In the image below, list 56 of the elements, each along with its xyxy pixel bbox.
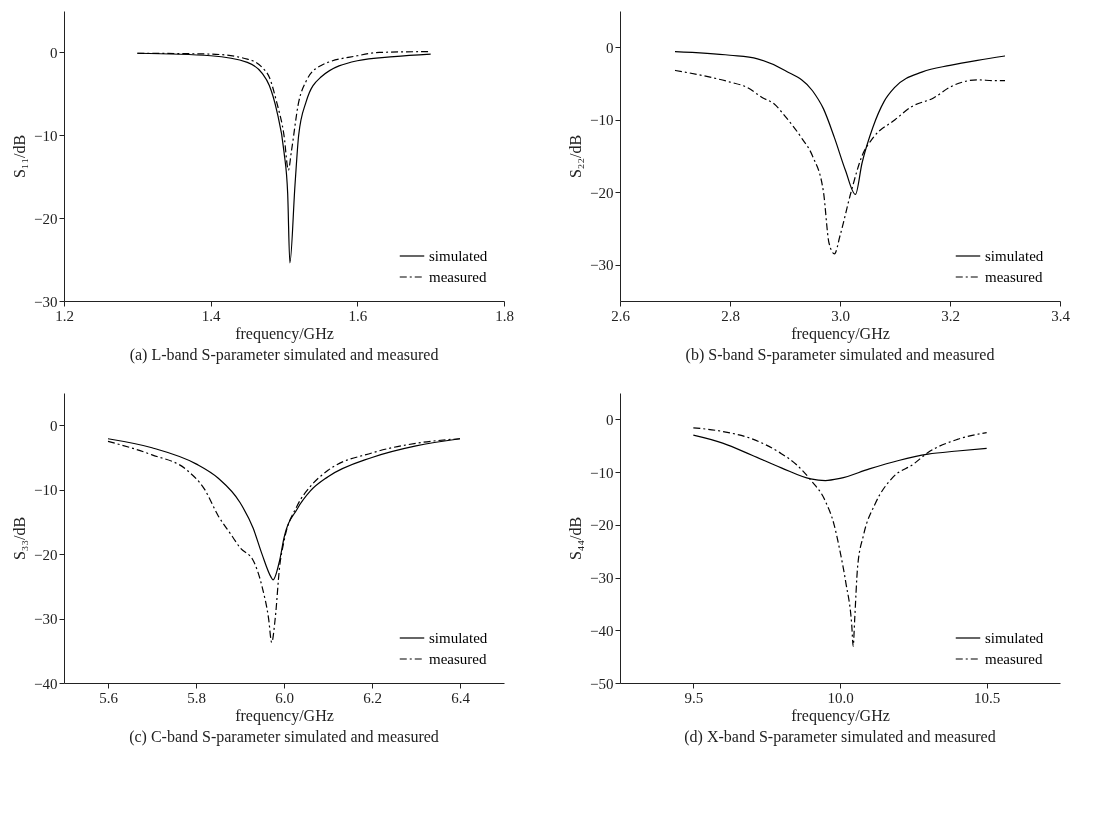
legend-label: measured (985, 269, 1043, 285)
x-tick-label: 6.2 (363, 689, 382, 706)
x-tick-label: 3.0 (831, 307, 850, 324)
y-axis-title: S₃₃/dB (11, 516, 29, 561)
legend-label: measured (429, 651, 487, 667)
legend-label: simulated (429, 630, 488, 646)
text: (d) X-band S-parameter simulated and measured (684, 728, 996, 746)
x-tick-label: 1.8 (495, 307, 514, 324)
text: (b) S-band S-parameter simulated and measured (685, 346, 995, 364)
y-tick-label: −30 (590, 570, 614, 587)
x-tick-label: 5.8 (187, 689, 206, 706)
x-tick-label: 1.2 (55, 307, 74, 324)
y-tick-label: −10 (34, 127, 58, 144)
legend-label: simulated (429, 248, 488, 264)
y-axis-title: S₂₂/dB (567, 134, 585, 179)
legend-label: measured (429, 269, 487, 285)
legend-label: measured (985, 651, 1043, 667)
y-tick-label: −10 (34, 482, 58, 499)
x-tick-label: 3.4 (1051, 307, 1071, 324)
y-tick-label: −40 (34, 675, 58, 692)
y-tick-label: −50 (590, 675, 614, 692)
y-tick-label: −10 (590, 464, 614, 481)
y-axis-title: S₁₁/dB (11, 134, 29, 179)
text: (c) C-band S-parameter simulated and measured (129, 728, 439, 746)
x-tick-label: 6.4 (451, 689, 471, 706)
x-axis-title: frequency/GHz (791, 706, 890, 725)
text: (a) L-band S-parameter simulated and measured (129, 346, 439, 364)
y-tick-label: 0 (606, 411, 614, 428)
y-tick-label: −30 (590, 257, 614, 274)
y-tick-label: −30 (34, 293, 58, 310)
x-tick-label: 2.8 (721, 307, 740, 324)
x-tick-label: 6.0 (275, 689, 294, 706)
x-tick-label: 10.5 (974, 689, 1001, 706)
legend-label: simulated (985, 248, 1044, 264)
y-tick-label: −30 (34, 611, 58, 628)
x-axis-title: frequency/GHz (235, 324, 334, 343)
x-tick-label: 3.2 (941, 307, 960, 324)
x-tick-label: 5.6 (99, 689, 119, 706)
y-tick-label: −20 (590, 184, 614, 201)
x-axis-title: frequency/GHz (791, 324, 890, 343)
y-axis-title: S₄₄/dB (567, 516, 585, 561)
y-tick-label: 0 (606, 39, 614, 56)
y-tick-label: 0 (50, 44, 58, 61)
x-tick-label: 9.5 (684, 689, 704, 706)
y-tick-label: −20 (34, 210, 58, 227)
x-tick-label: 1.4 (201, 307, 222, 324)
y-tick-label: −10 (590, 112, 614, 129)
x-axis-title: frequency/GHz (235, 706, 334, 725)
x-tick-label: 10.0 (827, 689, 854, 706)
y-tick-label: −20 (590, 517, 614, 534)
y-tick-label: 0 (50, 417, 58, 434)
x-tick-label: 2.6 (611, 307, 631, 324)
legend-label: simulated (985, 630, 1044, 646)
y-tick-label: −40 (590, 622, 614, 639)
y-tick-label: −20 (34, 546, 58, 563)
x-tick-label: 1.6 (348, 307, 368, 324)
